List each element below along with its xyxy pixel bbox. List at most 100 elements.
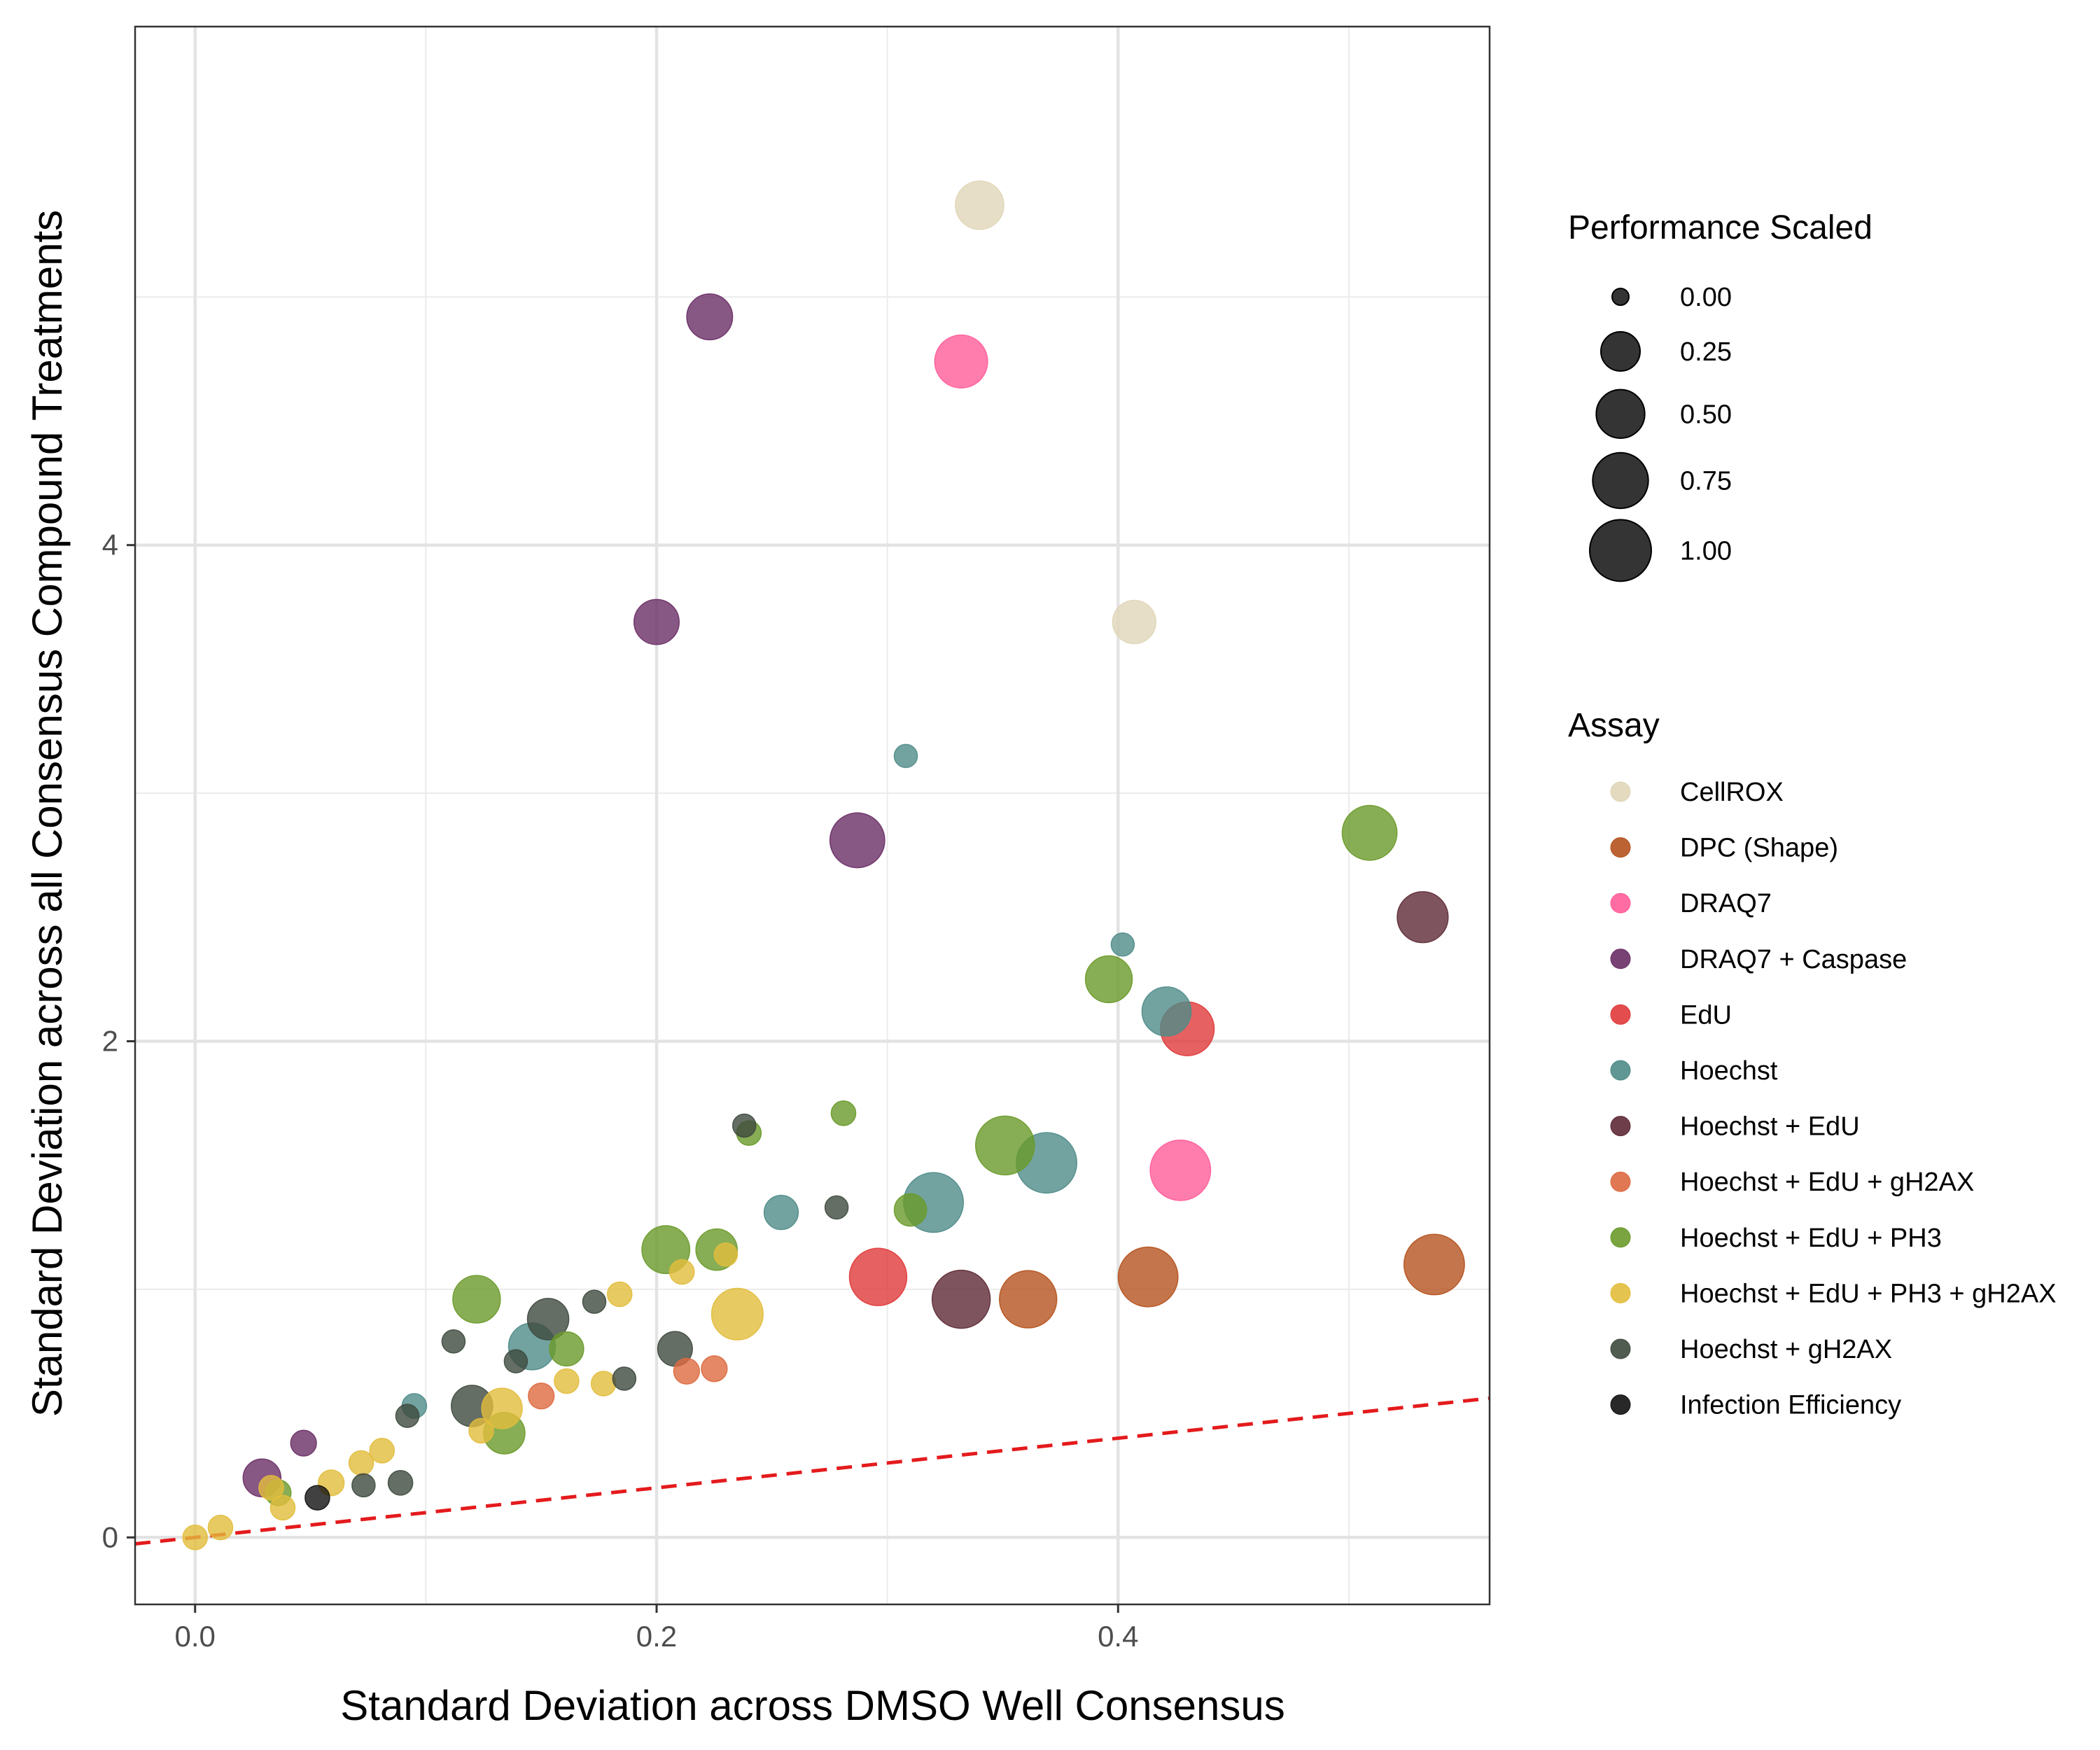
data-point <box>934 334 988 388</box>
size-legend-label: 1.00 <box>1680 536 1732 566</box>
data-point <box>351 1473 376 1498</box>
data-point <box>763 1194 799 1231</box>
y-tick-label: 2 <box>102 1025 118 1058</box>
reference-line-layer <box>134 1396 1490 1546</box>
color-legend-label: Hoechst + gH2AX <box>1680 1335 1892 1364</box>
color-legend-label: DRAQ7 + Caspase <box>1680 945 1907 974</box>
data-point <box>713 1242 738 1267</box>
color-legend-title: Assay <box>1568 707 1660 744</box>
data-point <box>634 598 680 645</box>
data-point <box>554 1368 580 1394</box>
data-point <box>673 1357 700 1385</box>
data-point <box>387 1470 414 1496</box>
data-point <box>1403 1233 1465 1296</box>
size-legend-title: Performance Scaled <box>1568 209 1872 246</box>
data-point <box>258 1475 284 1501</box>
x-tick-label: 0.2 <box>636 1620 677 1653</box>
color-legend-label: Hoechst + EdU + PH3 + gH2AX <box>1680 1279 2057 1308</box>
color-legend-key <box>1610 892 1631 913</box>
points-layer <box>182 180 1465 1550</box>
color-legend-key <box>1610 1282 1631 1303</box>
data-point <box>1117 1246 1179 1308</box>
color-legend-key <box>1610 1171 1631 1192</box>
data-point <box>612 1366 637 1391</box>
data-point <box>526 1298 570 1340</box>
data-point <box>290 1429 317 1457</box>
size-legend-key <box>1589 519 1652 582</box>
axis-layer: 0.0 0.2 0.4 0 2 4 <box>102 528 1139 1653</box>
data-point <box>1396 891 1449 944</box>
data-point <box>1341 804 1398 861</box>
x-tick-label: 0.4 <box>1098 1620 1138 1653</box>
color-legend-label: Hoechst <box>1680 1056 1778 1086</box>
data-point <box>955 180 1004 230</box>
data-point <box>452 1275 501 1324</box>
data-point <box>1084 955 1133 1004</box>
color-legend-key <box>1610 837 1631 858</box>
data-point <box>348 1450 374 1476</box>
data-point <box>830 1100 857 1126</box>
size-legend-key <box>1611 288 1630 306</box>
data-point <box>931 1269 991 1329</box>
data-point <box>1149 1139 1212 1201</box>
color-legend-key <box>1610 1227 1631 1248</box>
size-legend-items: 0.00 0.25 0.50 0.75 1.00 <box>1589 283 1732 582</box>
data-point <box>395 1404 420 1428</box>
data-point <box>893 1193 927 1227</box>
data-point <box>481 1387 523 1429</box>
data-point <box>1112 599 1157 645</box>
data-point <box>668 1259 695 1285</box>
data-point <box>710 1287 764 1340</box>
size-legend-label: 0.25 <box>1680 337 1732 367</box>
data-point <box>207 1514 234 1541</box>
data-point <box>701 1355 728 1382</box>
data-point <box>829 812 886 869</box>
color-legend-label: DRAQ7 <box>1680 889 1772 918</box>
data-point <box>824 1195 849 1220</box>
size-legend-label: 0.50 <box>1680 400 1732 429</box>
color-legend-key <box>1610 1338 1631 1359</box>
data-point <box>528 1382 555 1410</box>
data-point <box>1110 932 1135 957</box>
data-point <box>369 1437 396 1464</box>
size-legend-label: 0.00 <box>1680 283 1732 312</box>
data-point <box>606 1281 633 1308</box>
color-legend-key <box>1610 1060 1631 1081</box>
legend: Performance Scaled 0.000.250.500.751.00 … <box>1568 209 2057 1420</box>
color-legend-label: CellROX <box>1680 778 1784 807</box>
color-legend-key <box>1610 1394 1631 1415</box>
color-legend-items: CellROX DPC (Shape) DRAQ7 DRAQ7 + Caspase Ed… <box>1610 778 2057 1420</box>
data-point <box>549 1331 584 1367</box>
data-point <box>441 1329 466 1354</box>
x-axis-title: Standard Deviation across DMSO Well Cons… <box>340 1682 1284 1729</box>
panel-border <box>134 25 1491 1606</box>
size-legend-label: 0.75 <box>1680 466 1732 496</box>
color-legend-label: Hoechst + EdU + PH3 <box>1680 1224 1942 1253</box>
data-point <box>1141 986 1192 1037</box>
data-point <box>182 1525 208 1550</box>
color-legend-label: Infection Efficiency <box>1680 1391 1901 1420</box>
x-tick-label: 0.0 <box>175 1620 216 1653</box>
data-point <box>590 1371 617 1396</box>
y-tick-label: 0 <box>102 1520 118 1553</box>
color-legend-key <box>1610 1004 1631 1025</box>
size-legend-key <box>1600 331 1641 372</box>
color-legend-label: Hoechst + EdU + gH2AX <box>1680 1168 1974 1197</box>
y-tick-label: 4 <box>102 528 118 561</box>
size-legend-key <box>1595 388 1646 439</box>
color-legend-key <box>1610 1116 1631 1137</box>
color-legend-label: DPC (Shape) <box>1680 834 1838 863</box>
data-point <box>686 293 734 341</box>
color-legend-key <box>1610 948 1631 969</box>
color-legend-key <box>1610 781 1631 802</box>
size-legend-key <box>1592 451 1649 510</box>
data-point <box>732 1113 757 1138</box>
data-point <box>893 743 918 769</box>
data-point <box>582 1289 607 1314</box>
y-axis-title: Standard Deviation across all Consensus … <box>24 210 71 1417</box>
color-legend-label: Hoechst + EdU <box>1680 1112 1860 1142</box>
data-point <box>270 1494 296 1521</box>
data-point <box>974 1115 1035 1176</box>
